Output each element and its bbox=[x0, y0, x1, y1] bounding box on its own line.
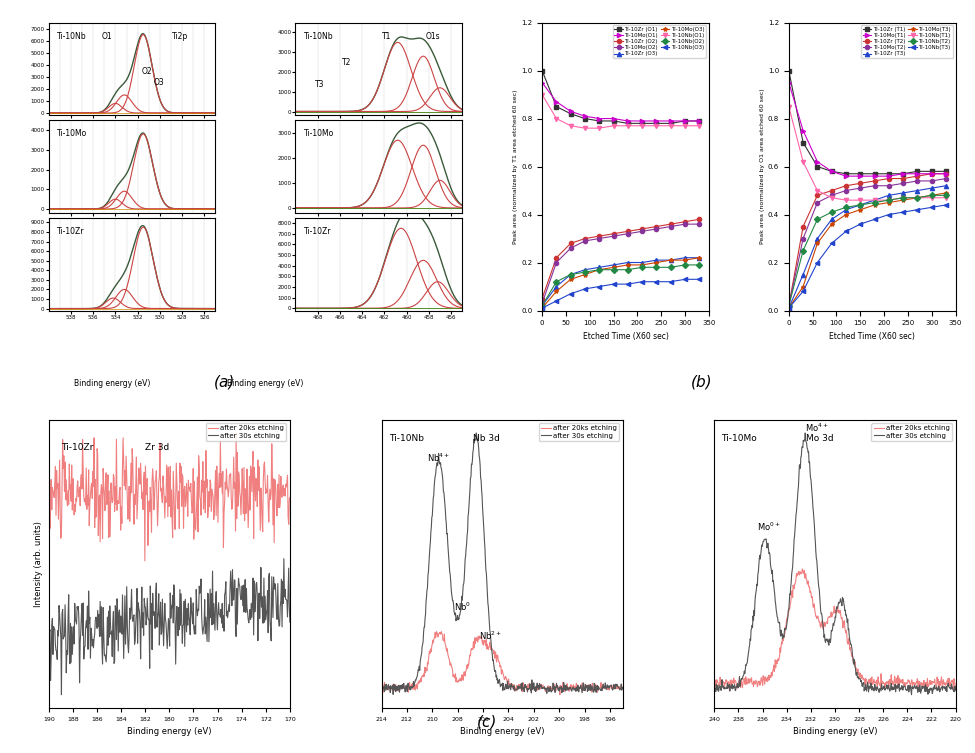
Text: Nb$^{4+}$: Nb$^{4+}$ bbox=[427, 451, 450, 464]
Text: Zr 3d: Zr 3d bbox=[145, 443, 170, 452]
X-axis label: Binding energy (eV): Binding energy (eV) bbox=[793, 727, 878, 736]
Legend: after 20ks etching, after 30s etching: after 20ks etching, after 30s etching bbox=[206, 423, 287, 441]
Text: Mo 3d: Mo 3d bbox=[806, 434, 834, 444]
Text: Ti-10Zr: Ti-10Zr bbox=[304, 227, 332, 236]
Text: Mo$^{0+}$: Mo$^{0+}$ bbox=[757, 521, 780, 533]
Legend: after 20ks etching, after 30s etching: after 20ks etching, after 30s etching bbox=[872, 423, 952, 441]
Text: Ti-10Nb: Ti-10Nb bbox=[389, 434, 424, 444]
Legend: Ti-10Zr (O1), Ti-10Mo(O1), Ti-10Zr (O2), Ti-10Mo(O2), Ti-10Zr (O3), Ti-10Mo(O3),: Ti-10Zr (O1), Ti-10Mo(O1), Ti-10Zr (O2),… bbox=[612, 26, 706, 58]
Legend: after 20ks etching, after 30s etching: after 20ks etching, after 30s etching bbox=[539, 423, 619, 441]
Text: (a): (a) bbox=[214, 374, 235, 389]
Y-axis label: Peak area (normalized by T1 area etched 60 sec): Peak area (normalized by T1 area etched … bbox=[514, 90, 519, 244]
Y-axis label: Intensity (arb. units): Intensity (arb. units) bbox=[34, 521, 43, 607]
X-axis label: Binding energy (eV): Binding energy (eV) bbox=[127, 727, 212, 736]
Text: Ti-10Nb: Ti-10Nb bbox=[58, 32, 87, 41]
Text: Binding energy (eV): Binding energy (eV) bbox=[227, 379, 303, 388]
Text: O3: O3 bbox=[154, 78, 165, 87]
Text: Binding energy (eV): Binding energy (eV) bbox=[74, 379, 150, 388]
Text: Nb$^{2+}$: Nb$^{2+}$ bbox=[480, 630, 502, 642]
Text: Mo$^{4+}$: Mo$^{4+}$ bbox=[805, 422, 829, 434]
Text: O2: O2 bbox=[142, 67, 153, 76]
Text: Ti-10Zr: Ti-10Zr bbox=[58, 227, 85, 236]
Text: Ti-10Zr: Ti-10Zr bbox=[60, 443, 94, 452]
Text: Ti-10Nb: Ti-10Nb bbox=[304, 32, 333, 41]
X-axis label: Etched Time (X60 sec): Etched Time (X60 sec) bbox=[829, 332, 916, 341]
Text: O1: O1 bbox=[102, 32, 113, 41]
Legend: Ti-10Zr (T1), Ti-10Mo(T1), Ti-10Zr (T2), Ti-10Mo(T2), Ti-10Zr (T3), Ti-10Mo(T3),: Ti-10Zr (T1), Ti-10Mo(T1), Ti-10Zr (T2),… bbox=[861, 26, 953, 58]
X-axis label: Etched Time (X60 sec): Etched Time (X60 sec) bbox=[582, 332, 669, 341]
Text: O1s: O1s bbox=[425, 32, 440, 41]
X-axis label: Binding energy (eV): Binding energy (eV) bbox=[460, 727, 544, 736]
Text: Ti-10Mo: Ti-10Mo bbox=[722, 434, 758, 444]
Text: Nb$^{0}$: Nb$^{0}$ bbox=[454, 600, 471, 613]
Text: T2: T2 bbox=[342, 58, 351, 67]
Text: T1: T1 bbox=[382, 32, 392, 41]
Text: Ti2p: Ti2p bbox=[173, 32, 188, 41]
Text: (c): (c) bbox=[478, 715, 497, 730]
Y-axis label: Peak area (normalized by O1 area etched 60 sec): Peak area (normalized by O1 area etched … bbox=[760, 89, 765, 245]
Text: Ti-10Mo: Ti-10Mo bbox=[304, 130, 334, 139]
Text: Ti-10Mo: Ti-10Mo bbox=[58, 130, 88, 139]
Text: (b): (b) bbox=[691, 374, 713, 389]
Text: T3: T3 bbox=[316, 80, 325, 89]
Text: Nb 3d: Nb 3d bbox=[473, 434, 500, 444]
